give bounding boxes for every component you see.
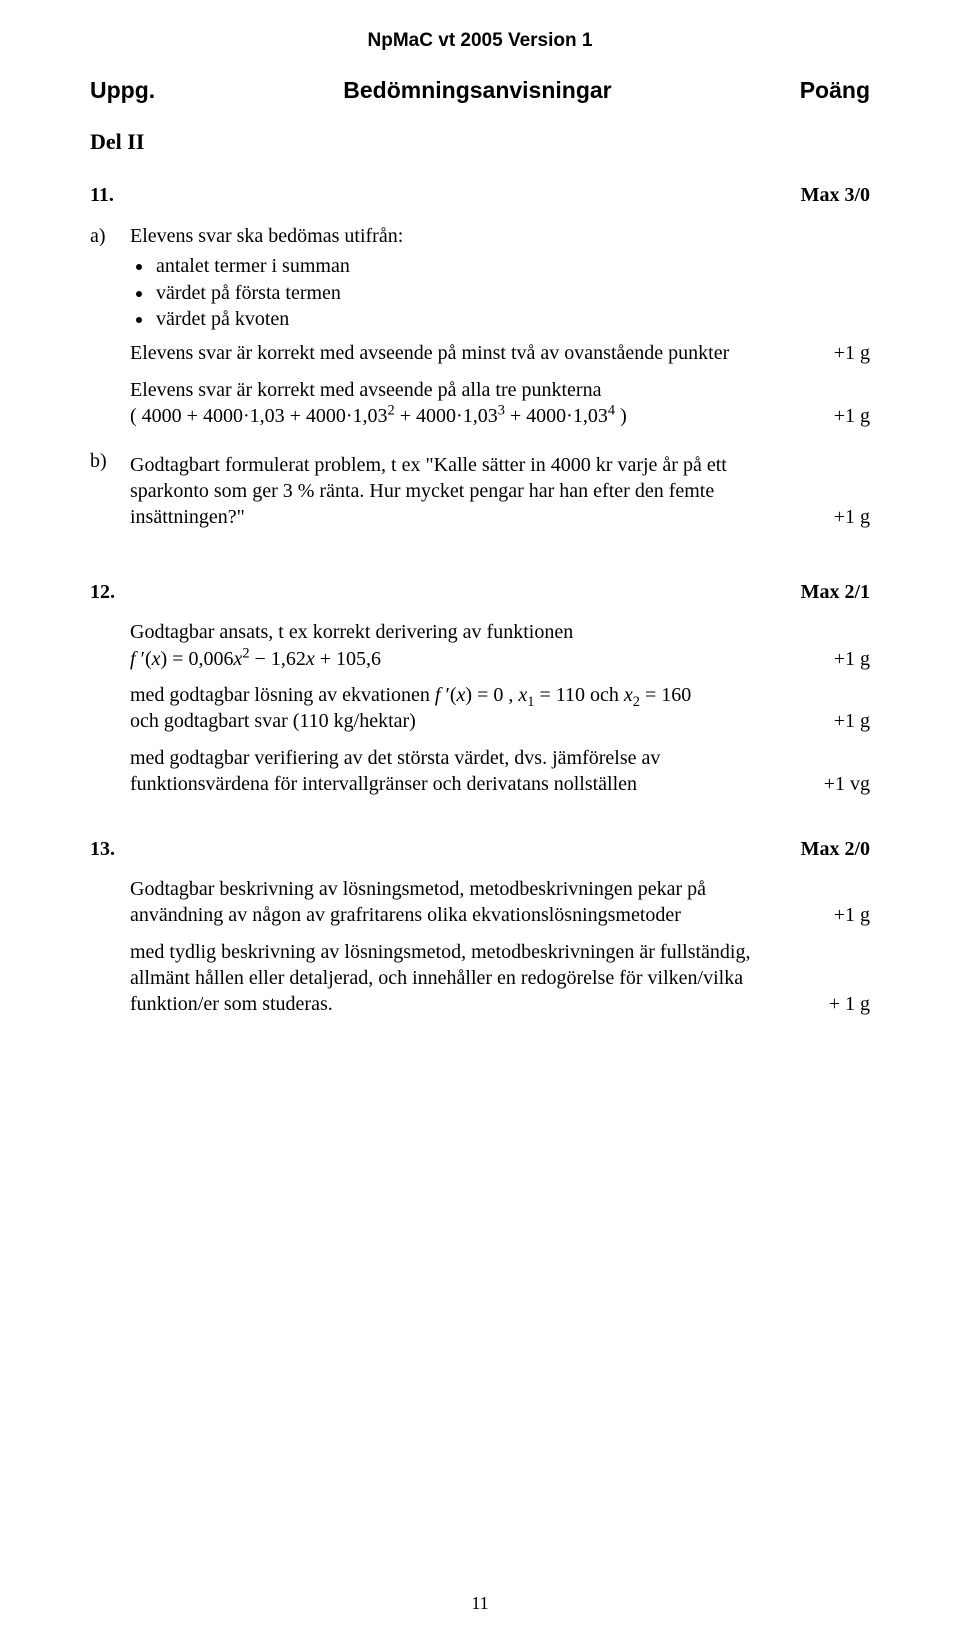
q11a: a) Elevens svar ska bedömas utifrån: ant… bbox=[90, 223, 870, 440]
q11b-points: +1 g bbox=[810, 504, 870, 530]
q11-header: 11. Max 3/0 bbox=[90, 182, 870, 208]
q12-score3-text: med godtagbar verifiering av det största… bbox=[130, 745, 810, 798]
section-title: Del II bbox=[90, 127, 870, 156]
q12-score3-points: +1 vg bbox=[810, 771, 870, 797]
q11a-label: a) bbox=[90, 223, 130, 440]
q12-expr2: med godtagbar lösning av ekvationen f ′(… bbox=[130, 684, 691, 706]
q11a-bullet: värdet på första termen bbox=[154, 280, 870, 306]
q12-score1-points: +1 g bbox=[810, 646, 870, 672]
q11a-score1: Elevens svar är korrekt med avseende på … bbox=[130, 340, 870, 366]
q12-number: 12. bbox=[90, 579, 130, 605]
q13-number: 13. bbox=[90, 836, 130, 862]
q11a-bullet: värdet på kvoten bbox=[154, 306, 870, 332]
q11b-label: b) bbox=[90, 448, 130, 541]
q12-score2-text: med godtagbar lösning av ekvationen f ′(… bbox=[130, 682, 810, 735]
q11b-score: Godtagbart formulerat problem, t ex "Kal… bbox=[130, 452, 870, 531]
q11-max: Max 3/0 bbox=[801, 182, 870, 208]
heading-uppg: Uppg. bbox=[90, 75, 155, 105]
heading-poang: Poäng bbox=[800, 75, 870, 105]
q12-score1-text: Godtagbar ansats, t ex korrekt deriverin… bbox=[130, 619, 810, 672]
q11a-bullet: antalet termer i summan bbox=[154, 253, 870, 279]
q11-number: 11. bbox=[90, 182, 130, 208]
column-headings: Uppg. Bedömningsanvisningar Poäng bbox=[90, 75, 870, 105]
q13-score2-text: med tydlig beskrivning av lösningsmetod,… bbox=[130, 939, 810, 1018]
q11b-body: Godtagbart formulerat problem, t ex "Kal… bbox=[130, 448, 870, 541]
page: NpMaC vt 2005 Version 1 Uppg. Bedömnings… bbox=[0, 0, 960, 1628]
q13-score2-points: + 1 g bbox=[810, 991, 870, 1017]
q11a-score2-points: +1 g bbox=[810, 403, 870, 429]
q13-score2: med tydlig beskrivning av lösningsmetod,… bbox=[130, 939, 870, 1018]
q11b-text: Godtagbart formulerat problem, t ex "Kal… bbox=[130, 452, 810, 531]
q13-score1: Godtagbar beskrivning av lösningsmetod, … bbox=[130, 876, 870, 929]
q13-score1-text: Godtagbar beskrivning av lösningsmetod, … bbox=[130, 876, 810, 929]
q11a-score1-text: Elevens svar är korrekt med avseende på … bbox=[130, 340, 810, 366]
q11a-expression: ( 4000 + 4000·1,03 + 4000·1,032 + 4000·1… bbox=[130, 405, 627, 427]
doc-header: NpMaC vt 2005 Version 1 bbox=[90, 28, 870, 53]
q13-max: Max 2/0 bbox=[801, 836, 870, 862]
q12-max: Max 2/1 bbox=[801, 579, 870, 605]
q11a-intro: Elevens svar ska bedömas utifrån: bbox=[130, 223, 870, 249]
q12-score1: Godtagbar ansats, t ex korrekt deriverin… bbox=[130, 619, 870, 672]
page-number: 11 bbox=[471, 1592, 488, 1616]
q13-score1-points: +1 g bbox=[810, 902, 870, 928]
heading-bedom: Bedömningsanvisningar bbox=[343, 75, 611, 105]
q11a-bullets: antalet termer i summan värdet på första… bbox=[130, 253, 870, 332]
q11a-score2-leadtext: Elevens svar är korrekt med avseende på … bbox=[130, 379, 601, 401]
q12-score2-post: och godtagbart svar (110 kg/hektar) bbox=[130, 710, 416, 732]
q12-score3: med godtagbar verifiering av det största… bbox=[130, 745, 870, 798]
q11a-score2-text: Elevens svar är korrekt med avseende på … bbox=[130, 377, 810, 430]
q13-header: 13. Max 2/0 bbox=[90, 836, 870, 862]
q11b: b) Godtagbart formulerat problem, t ex "… bbox=[90, 448, 870, 541]
q12-score2-points: +1 g bbox=[810, 708, 870, 734]
q11a-score2: Elevens svar är korrekt med avseende på … bbox=[130, 377, 870, 430]
q12-header: 12. Max 2/1 bbox=[90, 579, 870, 605]
q12-expr1: f ′(x) = 0,006x2 − 1,62x + 105,6 bbox=[130, 648, 381, 670]
q12-score2: med godtagbar lösning av ekvationen f ′(… bbox=[130, 682, 870, 735]
q11a-score1-points: +1 g bbox=[810, 340, 870, 366]
q13-body: Godtagbar beskrivning av lösningsmetod, … bbox=[130, 876, 870, 1018]
q12-body: Godtagbar ansats, t ex korrekt deriverin… bbox=[130, 619, 870, 797]
q11a-body: Elevens svar ska bedömas utifrån: antale… bbox=[130, 223, 870, 440]
q12-score1-lead: Godtagbar ansats, t ex korrekt deriverin… bbox=[130, 621, 573, 643]
